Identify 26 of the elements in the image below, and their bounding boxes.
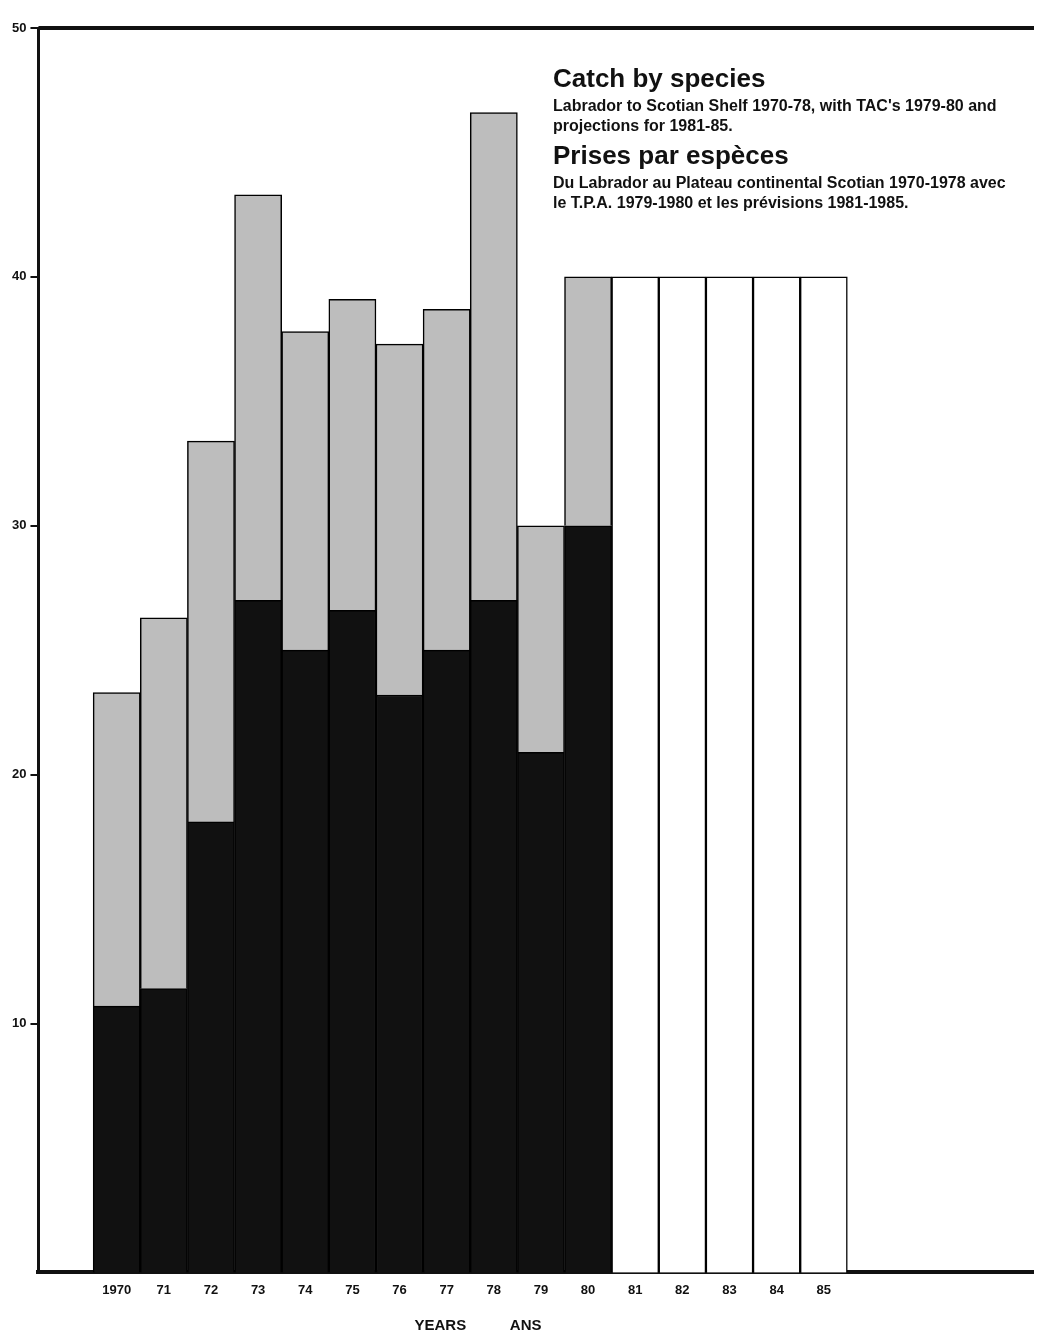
text: Catch by species bbox=[553, 63, 767, 94]
x-tick-label: 80 bbox=[580, 1281, 596, 1297]
x-tick-label: 77 bbox=[439, 1281, 454, 1297]
x-tick-label: 71 bbox=[156, 1281, 172, 1297]
x-tick-label: 84 bbox=[769, 1281, 785, 1297]
x-tick-label: 81 bbox=[627, 1281, 643, 1297]
x-tick-label: 78 bbox=[486, 1281, 502, 1297]
x-tick-label: 85 bbox=[816, 1281, 831, 1297]
x-tick-label: 75 bbox=[345, 1281, 360, 1297]
x-tick-label: 1970 bbox=[102, 1281, 132, 1297]
x-tick-label: 82 bbox=[675, 1281, 690, 1297]
x-tick-label: 76 bbox=[392, 1281, 407, 1297]
x-tick-label: 83 bbox=[722, 1281, 737, 1297]
y-tick-label: 20 bbox=[11, 766, 27, 782]
y-tick-label: 30 bbox=[11, 517, 27, 533]
y-tick-label: 50 bbox=[11, 19, 27, 35]
x-tick-label: 79 bbox=[533, 1281, 549, 1297]
x-tick-label: 73 bbox=[250, 1281, 266, 1297]
x-axis-title: YEARS ANS bbox=[413, 1316, 543, 1333]
annotation: Prises par espèces bbox=[553, 140, 790, 171]
y-tick-label: 10 bbox=[11, 1015, 27, 1031]
x-tick-label: 74 bbox=[298, 1281, 314, 1297]
annotation: Du Labrador au Plateau continental Scotian 1970-1978 avec le T.P.A. 1979-1980 et les prévisions 1981-1985. bbox=[553, 173, 1007, 213]
y-tick-label: 40 bbox=[11, 268, 27, 284]
x-tick-label: 72 bbox=[203, 1281, 219, 1297]
text: Labrador to Scotian Shelf 1970-78, with TAC's 1979-80 and projections for 1981-85. bbox=[553, 96, 998, 136]
